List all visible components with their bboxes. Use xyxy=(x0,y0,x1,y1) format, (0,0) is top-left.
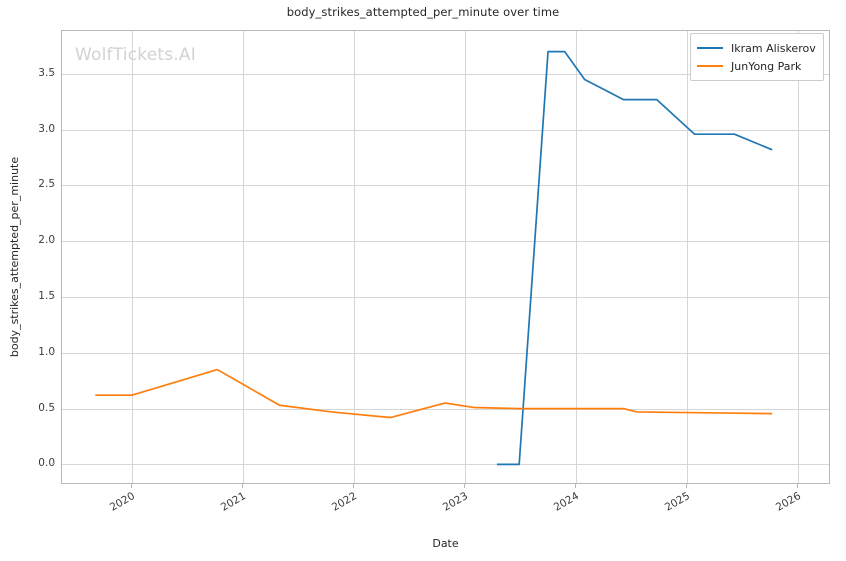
y-tick-label-3.0: 3.0 xyxy=(38,122,55,135)
gridline-horizontal-2.0 xyxy=(62,241,829,243)
gridline-vertical-2026 xyxy=(797,31,799,483)
y-tick-label-1.0: 1.0 xyxy=(38,345,55,358)
x-axis-ticks: 2020 2021 2022 2023 2024 2025 2026 xyxy=(61,484,830,534)
gridline-horizontal-1.0 xyxy=(62,352,829,354)
y-tick-label-1.5: 1.5 xyxy=(38,290,55,303)
gridline-horizontal-0.5 xyxy=(62,408,829,410)
series-line-ikram-aliskerov xyxy=(496,50,773,466)
y-tick-mark-2.0 xyxy=(51,240,55,242)
x-tick-mark-2026 xyxy=(796,484,798,488)
series-lines xyxy=(95,50,773,466)
legend: Ikram Aliskerov JunYong Park xyxy=(690,33,824,81)
y-tick-mark-1.5 xyxy=(51,296,55,298)
y-tick-mark-2.5 xyxy=(51,184,55,186)
y-axis-label: body_strikes_attempted_per_minute xyxy=(8,156,21,358)
y-tick-mark-3.0 xyxy=(51,128,55,130)
x-axis-label: Date xyxy=(432,537,459,550)
gridline-vertical-2025 xyxy=(686,31,688,483)
series-line-junyong-park xyxy=(95,368,773,419)
y-tick-mark-1.0 xyxy=(51,351,55,353)
gridline-horizontal-0.0 xyxy=(62,464,829,466)
y-tick-label-0.0: 0.0 xyxy=(38,457,55,470)
y-tick-label-2.0: 2.0 xyxy=(38,234,55,247)
gridline-vertical-2022 xyxy=(353,31,355,483)
y-tick-label-2.5: 2.5 xyxy=(38,178,55,191)
gridline-horizontal-3.5 xyxy=(62,73,829,75)
gridline-vertical-2021 xyxy=(242,31,244,483)
gridline-horizontal-1.5 xyxy=(62,297,829,299)
gridline-horizontal-2.5 xyxy=(62,185,829,187)
y-tick-mark-3.5 xyxy=(51,72,55,74)
x-tick-mark-2025 xyxy=(685,484,687,488)
gridline-vertical-2023 xyxy=(464,31,466,483)
y-axis-ticks: 0.0 0.5 1.0 1.5 2.0 2.5 3.0 3.5 xyxy=(0,30,55,484)
y-tick-label-3.5: 3.5 xyxy=(38,66,55,79)
x-tick-mark-2023 xyxy=(463,484,465,488)
legend-item-junyong-park[interactable]: JunYong Park xyxy=(697,57,816,75)
plot-area: WolfTickets.AI xyxy=(61,30,830,484)
gridline-vertical-2024 xyxy=(575,31,577,483)
x-tick-mark-2020 xyxy=(130,484,132,488)
y-tick-label-0.5: 0.5 xyxy=(38,401,55,414)
y-tick-mark-0.0 xyxy=(51,463,55,465)
legend-label: JunYong Park xyxy=(731,59,802,73)
legend-label: Ikram Aliskerov xyxy=(731,41,816,55)
legend-item-ikram-aliskerov[interactable]: Ikram Aliskerov xyxy=(697,39,816,57)
x-tick-mark-2024 xyxy=(574,484,576,488)
chart-title: body_strikes_attempted_per_minute over t… xyxy=(286,5,560,19)
x-tick-mark-2022 xyxy=(352,484,354,488)
x-tick-mark-2021 xyxy=(241,484,243,488)
legend-swatch-icon xyxy=(697,47,723,49)
gridline-horizontal-3.0 xyxy=(62,129,829,131)
legend-swatch-icon xyxy=(697,65,723,67)
gridline-vertical-2020 xyxy=(131,31,133,483)
y-tick-mark-0.5 xyxy=(51,407,55,409)
